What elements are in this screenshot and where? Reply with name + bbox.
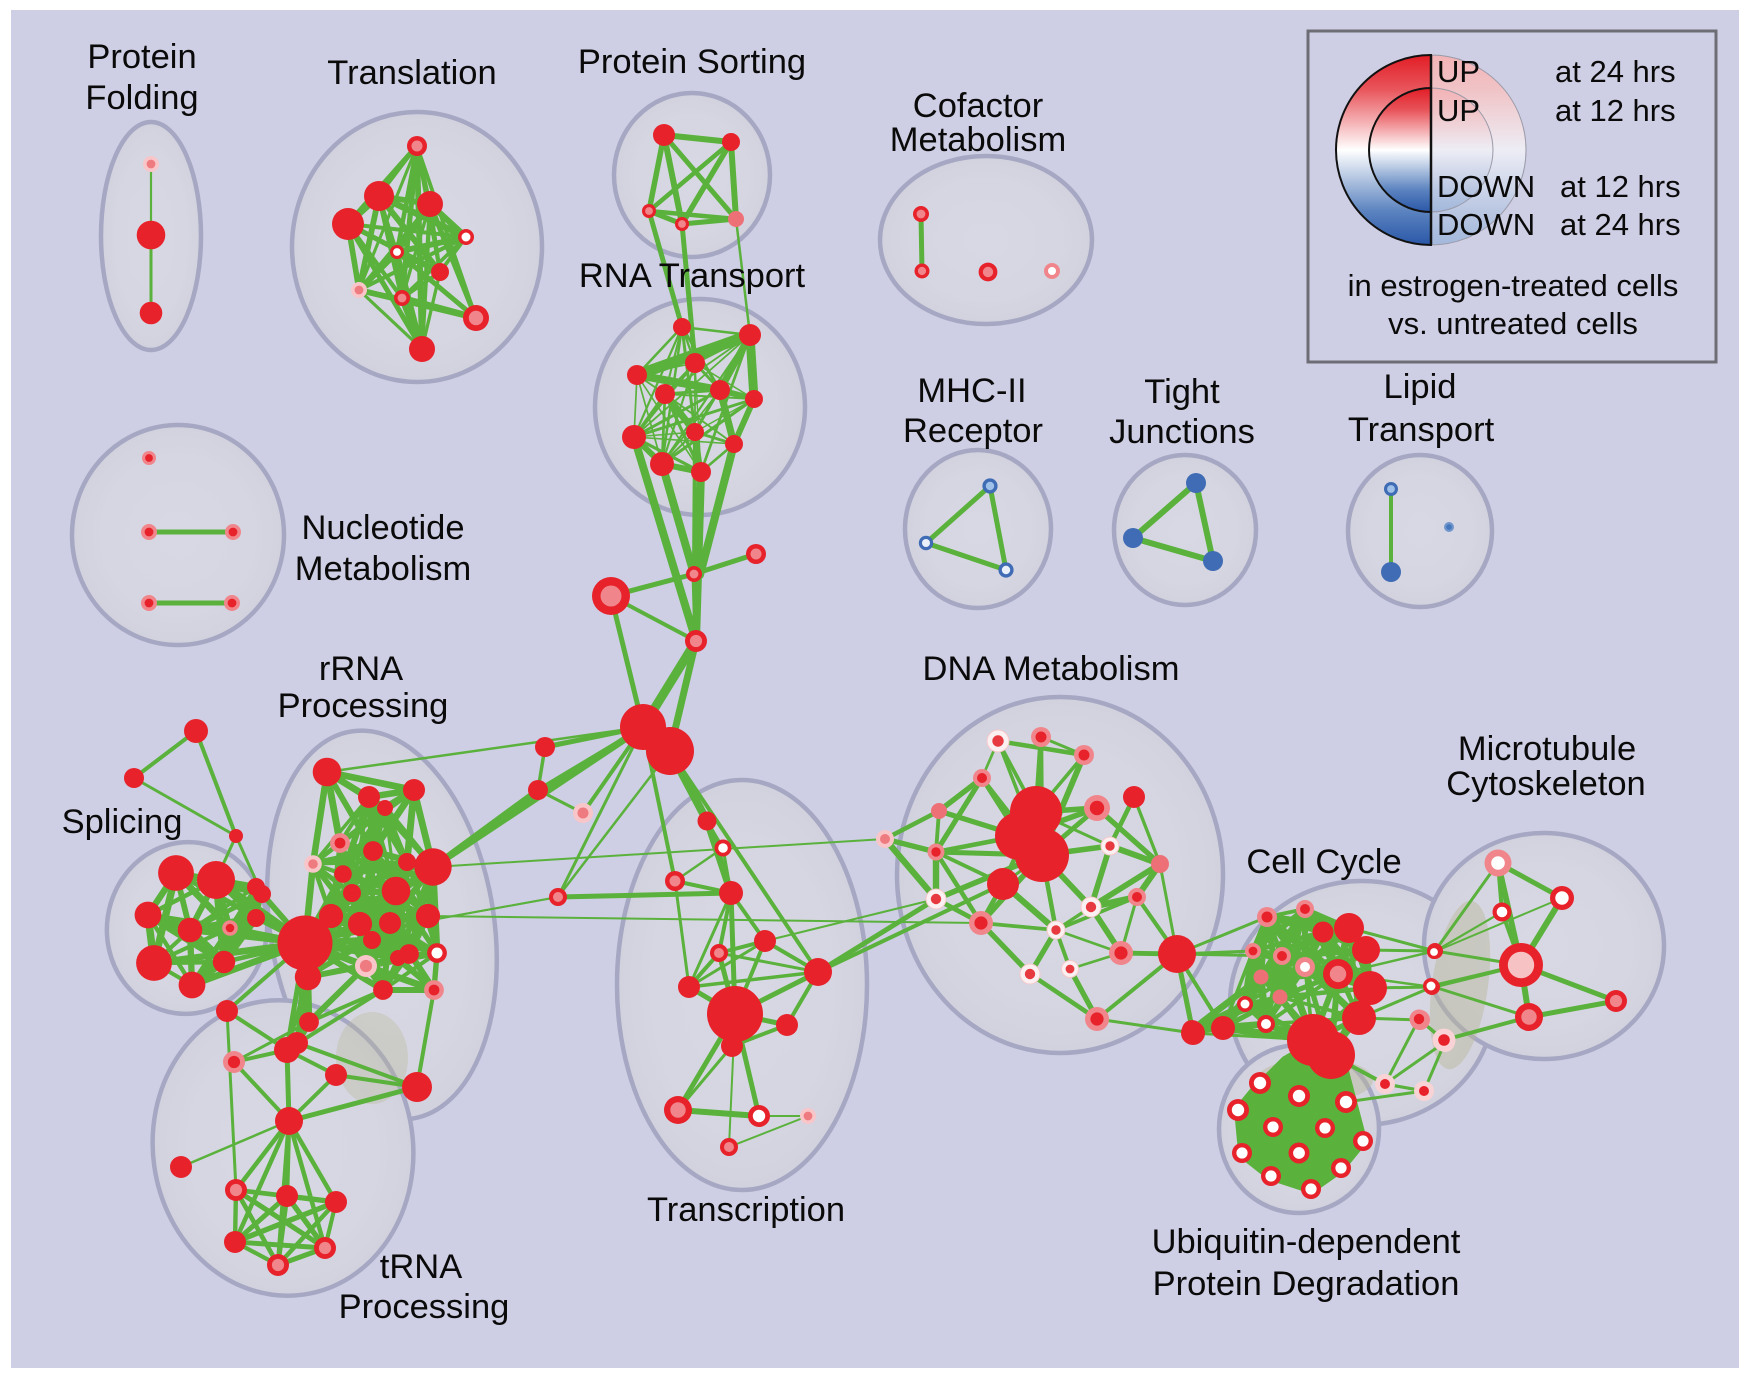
svg-text:tRNA: tRNA [380, 1248, 462, 1286]
svg-text:rRNA: rRNA [319, 650, 403, 688]
svg-text:UP: UP [1437, 54, 1480, 89]
svg-text:vs. untreated cells: vs. untreated cells [1388, 306, 1638, 341]
svg-text:Folding: Folding [85, 79, 198, 117]
svg-text:Metabolism: Metabolism [295, 550, 471, 588]
svg-text:Splicing: Splicing [62, 803, 183, 841]
svg-text:DOWN: DOWN [1437, 207, 1535, 242]
svg-text:Processing: Processing [339, 1288, 510, 1326]
svg-text:Protein Sorting: Protein Sorting [578, 43, 806, 81]
svg-text:DNA Metabolism: DNA Metabolism [923, 650, 1180, 688]
svg-text:Translation: Translation [327, 54, 496, 92]
svg-text:Protein: Protein [87, 38, 196, 76]
svg-text:Junctions: Junctions [1109, 413, 1255, 451]
svg-text:Transcription: Transcription [647, 1191, 845, 1229]
svg-text:Lipid: Lipid [1384, 368, 1457, 406]
svg-text:Processing: Processing [278, 687, 449, 725]
svg-text:at 12 hrs: at 12 hrs [1560, 169, 1681, 204]
svg-text:Microtubule: Microtubule [1458, 730, 1636, 768]
svg-text:Transport: Transport [1348, 411, 1495, 449]
svg-text:at 24 hrs: at 24 hrs [1555, 54, 1676, 89]
svg-text:DOWN: DOWN [1437, 169, 1535, 204]
svg-text:Cytoskeleton: Cytoskeleton [1446, 765, 1645, 803]
svg-text:Cell Cycle: Cell Cycle [1246, 843, 1401, 881]
svg-text:Metabolism: Metabolism [890, 121, 1066, 159]
svg-text:UP: UP [1437, 93, 1480, 128]
svg-text:at 24 hrs: at 24 hrs [1560, 207, 1681, 242]
svg-text:at 12 hrs: at 12 hrs [1555, 93, 1676, 128]
svg-text:Protein Degradation: Protein Degradation [1153, 1265, 1460, 1303]
svg-text:Cofactor: Cofactor [913, 87, 1043, 125]
svg-text:in estrogen-treated cells: in estrogen-treated cells [1348, 268, 1679, 303]
svg-text:RNA Transport: RNA Transport [579, 257, 806, 295]
svg-text:Tight: Tight [1144, 373, 1220, 411]
svg-text:Ubiquitin-dependent: Ubiquitin-dependent [1152, 1223, 1461, 1261]
svg-text:MHC-II: MHC-II [917, 372, 1026, 410]
svg-text:Receptor: Receptor [903, 412, 1043, 450]
svg-text:Nucleotide: Nucleotide [301, 509, 464, 547]
